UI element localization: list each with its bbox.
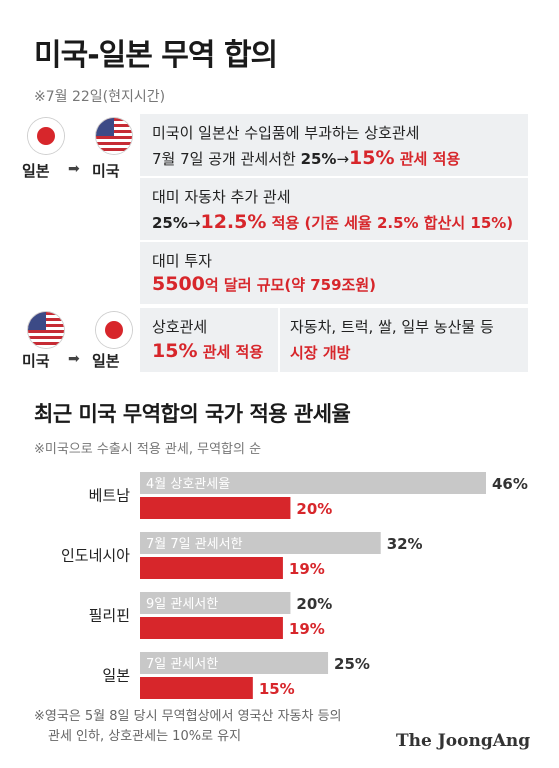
value-label: 46% xyxy=(492,475,528,493)
from-country-label: 일본 xyxy=(22,162,50,180)
japan-flag-icon xyxy=(28,118,64,154)
investment-title: 대미 투자 xyxy=(152,252,212,270)
category-label: 인도네시아 xyxy=(61,547,130,565)
date-note: ※7월 22일(현지시간) xyxy=(34,89,166,105)
value-label: 20% xyxy=(296,500,332,518)
footer-note: ※영국은 5월 8일 당시 무역협상에서 영국산 자동차 등의 관세 인하, 상… xyxy=(34,707,342,747)
rate-suffix: 관세 적용 xyxy=(394,150,461,168)
value-label: 19% xyxy=(289,620,325,638)
us-reciprocal-box: 상호관세 15% 관세 적용 xyxy=(140,308,278,372)
category-label: 필리핀 xyxy=(89,607,130,625)
investment-amount: 5500 xyxy=(152,273,205,295)
old-rate: 25% xyxy=(300,150,337,168)
bar-gray xyxy=(140,472,486,494)
usa-flag-icon xyxy=(28,312,64,348)
from-country-label: 미국 xyxy=(22,352,50,370)
bar-inner-label: 7일 관세서한 xyxy=(146,657,218,672)
investment-unit: 억 달러 규모 xyxy=(204,276,285,294)
rate-suffix: 적용 (기존 세율 2.5% 합산시 15%) xyxy=(266,214,514,232)
bar-red xyxy=(140,497,291,519)
market-open-items: 자동차, 트럭, 쌀, 일부 농산물 등 xyxy=(290,318,494,336)
us-reciprocal-detail: 15% 관세 적용 xyxy=(152,340,263,362)
japan-flag-icon xyxy=(96,312,132,348)
bar-inner-label: 7월 7일 관세서한 xyxy=(146,537,243,552)
investment-note: (약 759조원) xyxy=(284,276,376,294)
market-open-box: 자동차, 트럭, 쌀, 일부 농산물 등 시장 개방 xyxy=(280,308,528,372)
auto-tariff-detail: 25%→12.5% 적용 (기존 세율 2.5% 합산시 15%) xyxy=(152,211,513,233)
to-country-label: 미국 xyxy=(92,162,120,180)
chart-title: 최근 미국 무역합의 국가 적용 관세율 xyxy=(34,402,351,426)
chart-note: ※미국으로 수출시 적용 관세, 무역합의 순 xyxy=(34,442,262,457)
value-label: 19% xyxy=(289,560,325,578)
new-rate: 15% xyxy=(349,147,395,169)
investment-box: 대미 투자 5500억 달러 규모(약 759조원) xyxy=(140,242,528,304)
value-label: 25% xyxy=(334,655,370,673)
to-country-label: 일본 xyxy=(92,352,120,370)
reciprocal-tariff-box: 미국이 일본산 수입품에 부과하는 상호관세 7월 7일 공개 관세서한 25%… xyxy=(140,114,528,176)
category-label: 일본 xyxy=(102,667,130,685)
bar-inner-label: 4월 상호관세율 xyxy=(146,477,230,492)
arrow-icon: ➡ xyxy=(68,161,80,177)
investment-detail: 5500억 달러 규모(약 759조원) xyxy=(152,273,376,295)
bar-red xyxy=(140,557,283,579)
new-rate: 12.5% xyxy=(200,211,267,233)
flag-cell-japan-to-usa: 일본 ➡ 미국 xyxy=(22,118,140,190)
reciprocal-tariff-detail: 7월 7일 공개 관세서한 25%→15% 관세 적용 xyxy=(152,147,460,169)
us-reciprocal-rate: 15% xyxy=(152,340,198,362)
value-label: 32% xyxy=(387,535,423,553)
bar-red xyxy=(140,677,253,699)
flag-cell-usa-to-japan: 미국 ➡ 일본 xyxy=(22,312,140,384)
bar-gray xyxy=(140,592,291,614)
footer-note-line2: 관세 인하, 상호관세는 10%로 유지 xyxy=(48,729,242,744)
bar-red xyxy=(140,617,283,639)
us-reciprocal-title: 상호관세 xyxy=(152,318,208,336)
rate-suffix: 관세 적용 xyxy=(197,343,264,361)
bar-inner-label: 9일 관세서한 xyxy=(146,597,218,612)
auto-tariff-box: 대미 자동차 추가 관세 25%→12.5% 적용 (기존 세율 2.5% 합산… xyxy=(140,178,528,240)
arrow-icon: ➡ xyxy=(68,351,80,367)
category-label: 베트남 xyxy=(89,487,131,505)
auto-tariff-title: 대미 자동차 추가 관세 xyxy=(152,188,291,206)
market-open-value: 시장 개방 xyxy=(290,344,351,362)
bar-gray xyxy=(140,532,381,554)
tariff-bar-chart: 베트남 46% 4월 상호관세율 20% 인도네시아 32% 7월 7일 관세서한 19% 필리… xyxy=(61,472,528,699)
credit-logo: The JoongAng xyxy=(396,731,531,751)
page-title: 미국-일본 무역 합의 xyxy=(34,38,278,73)
value-label: 15% xyxy=(259,680,295,698)
change-arrow: → xyxy=(336,150,350,168)
letter-prefix: 7월 7일 공개 관세서한 xyxy=(152,150,301,168)
value-label: 20% xyxy=(296,595,332,613)
reciprocal-tariff-title: 미국이 일본산 수입품에 부과하는 상호관세 xyxy=(152,124,420,142)
usa-flag-icon xyxy=(96,118,132,154)
bar-gray xyxy=(140,652,329,674)
footer-note-line1: ※영국은 5월 8일 당시 무역협상에서 영국산 자동차 등의 xyxy=(34,709,342,724)
old-rate: 25% xyxy=(152,214,188,232)
change-arrow: → xyxy=(187,214,201,232)
